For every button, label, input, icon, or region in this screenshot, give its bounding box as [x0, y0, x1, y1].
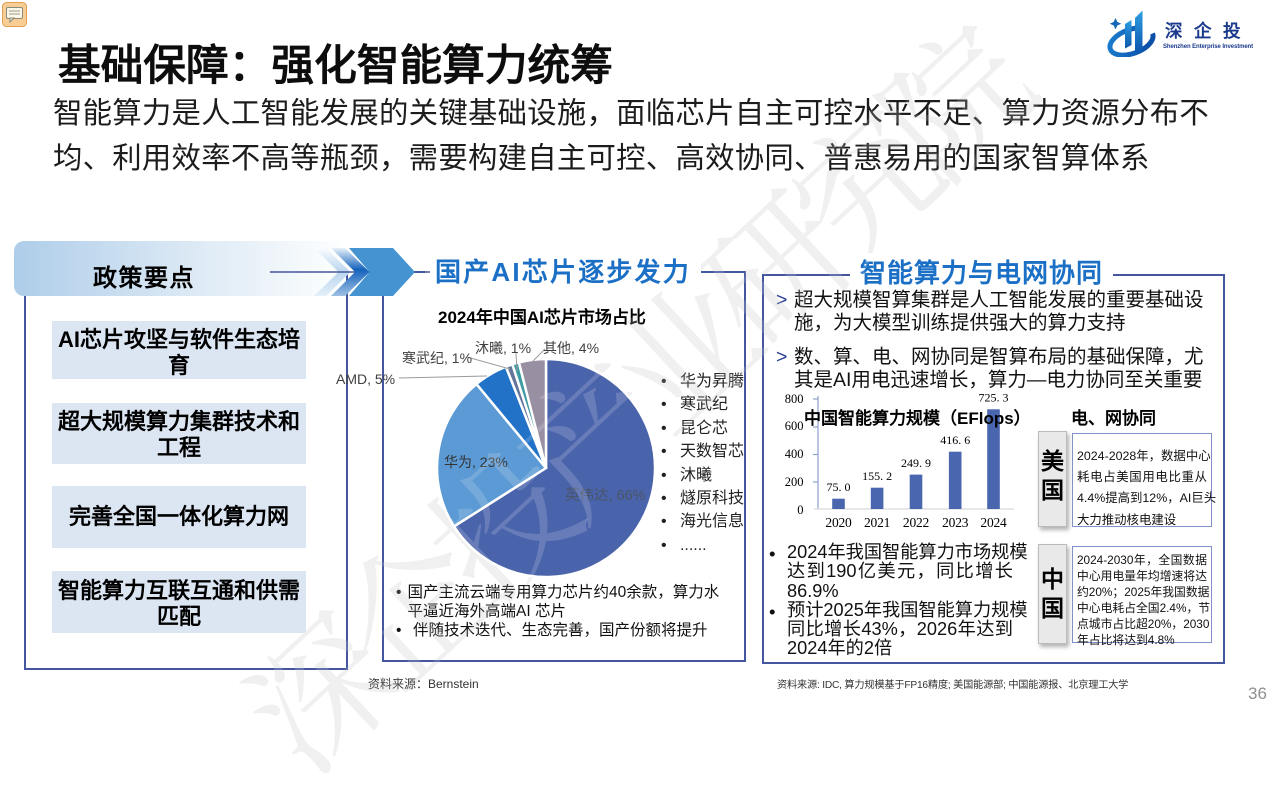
svg-text:249. 9: 249. 9: [901, 456, 931, 470]
svg-text:2023: 2023: [942, 515, 969, 530]
svg-text:75. 0: 75. 0: [827, 480, 851, 494]
svg-text:155. 2: 155. 2: [862, 469, 892, 483]
svg-text:800: 800: [785, 392, 804, 406]
svg-text:600: 600: [785, 419, 804, 433]
svg-text:0: 0: [797, 503, 803, 517]
svg-text:2021: 2021: [864, 515, 890, 530]
svg-text:2024: 2024: [980, 515, 1007, 530]
svg-text:400: 400: [785, 447, 804, 461]
svg-text:2022: 2022: [903, 515, 929, 530]
svg-text:725. 3: 725. 3: [979, 391, 1009, 405]
svg-text:200: 200: [785, 475, 804, 489]
svg-text:416. 6: 416. 6: [940, 433, 970, 447]
svg-text:2020: 2020: [825, 515, 852, 530]
